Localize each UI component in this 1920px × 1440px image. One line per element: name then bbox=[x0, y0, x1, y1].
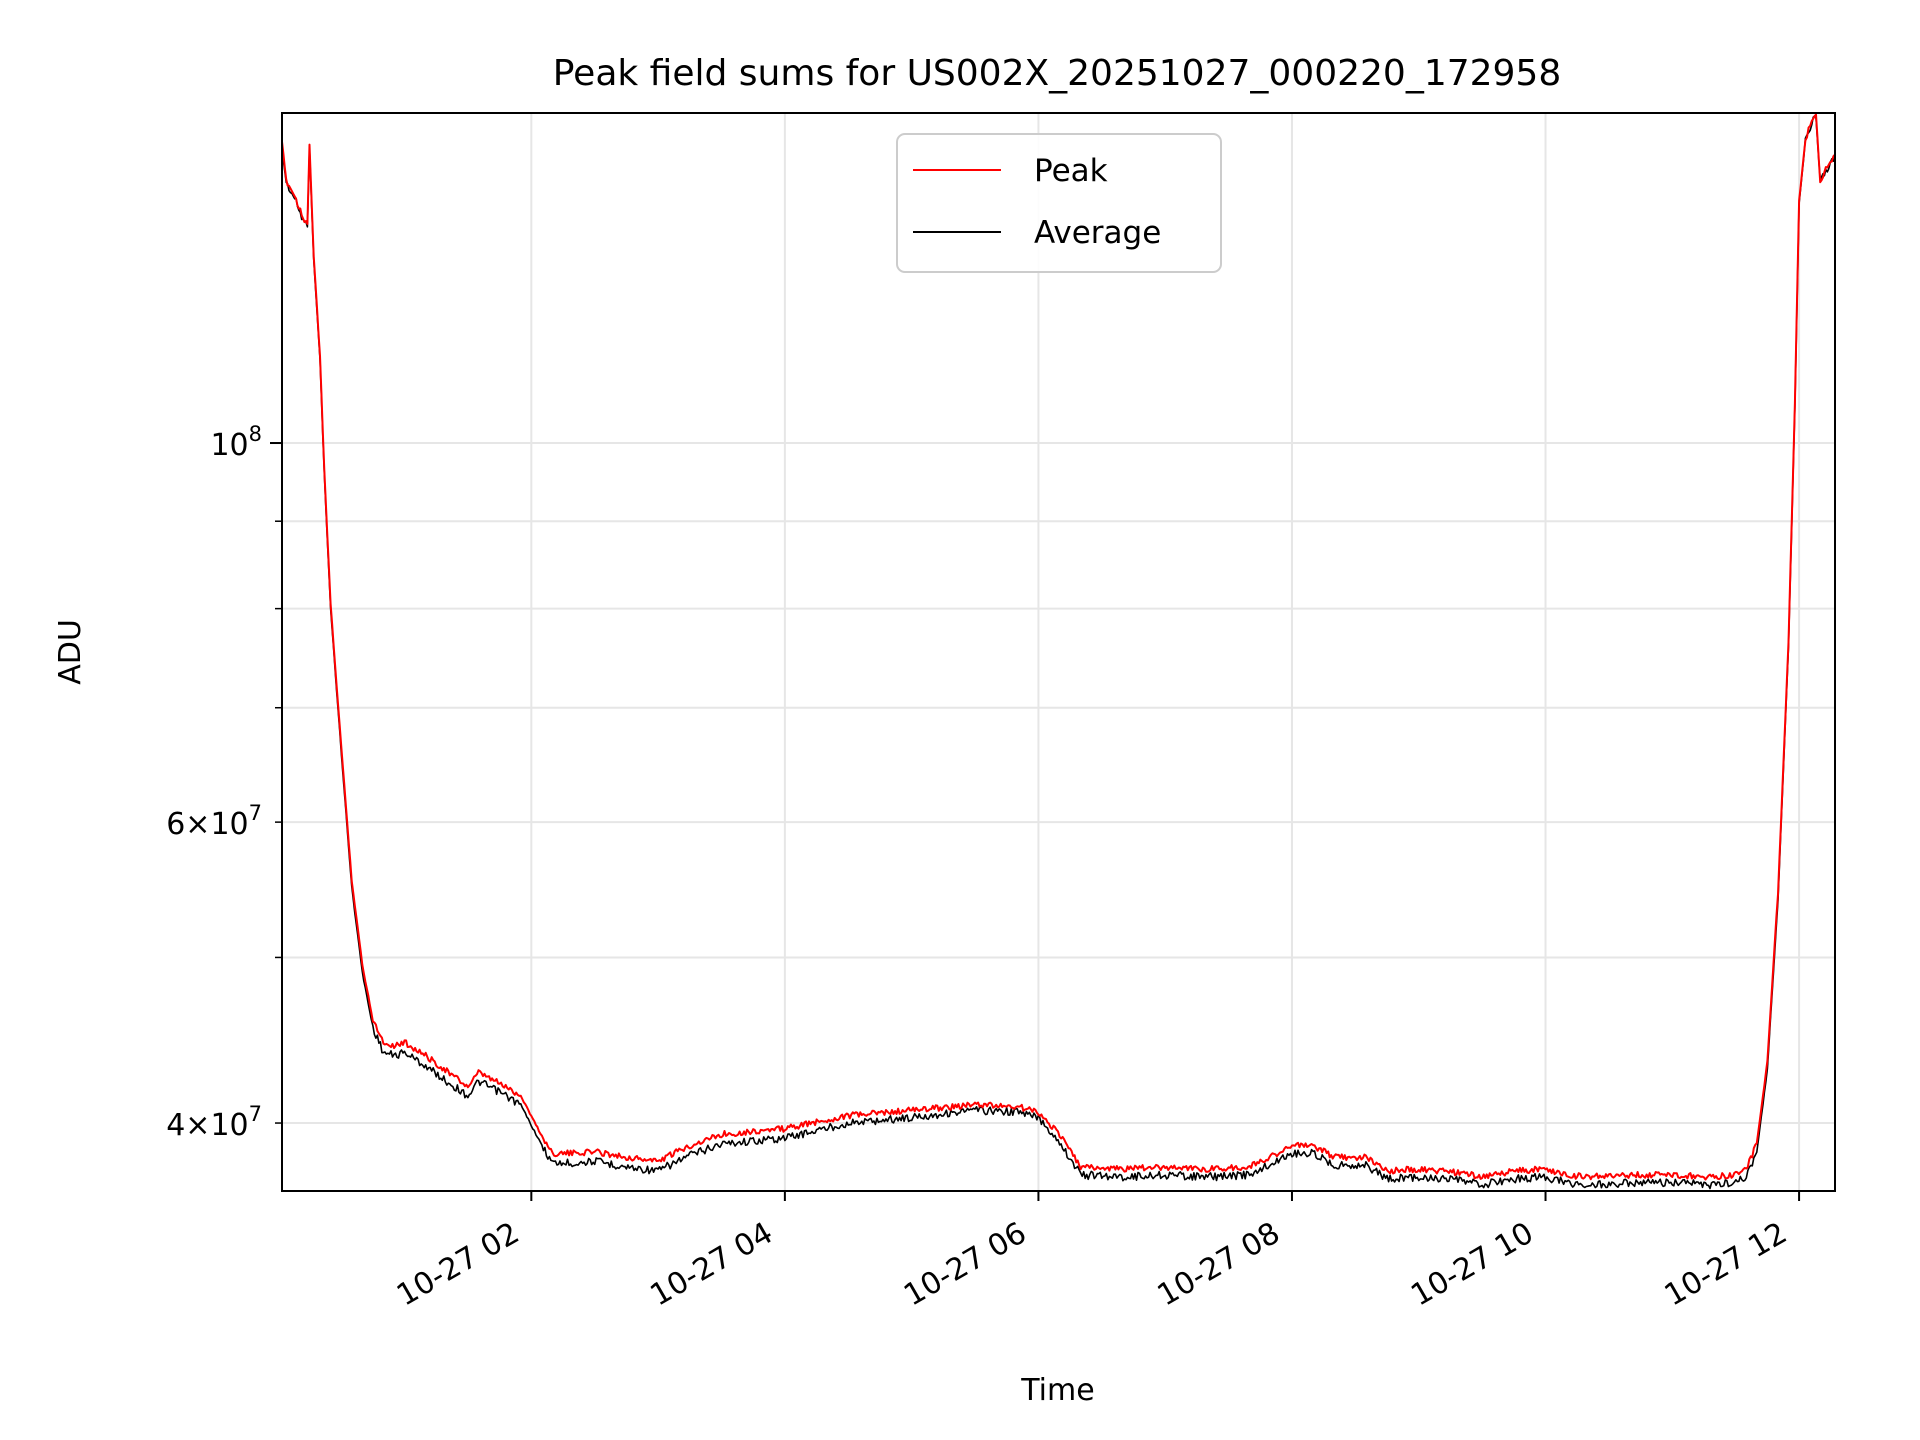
y-tick-mantissa: 4×10 bbox=[166, 1108, 248, 1143]
plot-series bbox=[281, 113, 1836, 1190]
y-tick-label: 6×107 bbox=[166, 801, 262, 842]
legend-label-peak: Peak bbox=[1034, 153, 1108, 189]
series-line-peak bbox=[281, 113, 1836, 1181]
y-tick-base: 10 bbox=[210, 428, 248, 463]
x-axis-label: Time bbox=[1020, 1373, 1094, 1408]
y-tick-label: 4×107 bbox=[166, 1102, 262, 1143]
legend: Peak Average bbox=[896, 133, 1222, 273]
y-tick-label: 108 bbox=[210, 422, 262, 463]
grid bbox=[282, 113, 1835, 1191]
series-line-average bbox=[281, 115, 1836, 1190]
legend-label-average: Average bbox=[1034, 215, 1161, 251]
y-tick-exponent: 8 bbox=[249, 422, 262, 446]
plot-frame bbox=[281, 112, 1836, 1192]
y-axis-label: ADU bbox=[53, 619, 88, 685]
chart-title: Peak field sums for US002X_20251027_0002… bbox=[553, 53, 1562, 94]
y-tick-exponent: 7 bbox=[249, 801, 262, 825]
legend-box bbox=[896, 133, 1222, 273]
y-tick-mantissa: 6×10 bbox=[166, 807, 248, 842]
y-tick-exponent: 7 bbox=[249, 1102, 262, 1126]
